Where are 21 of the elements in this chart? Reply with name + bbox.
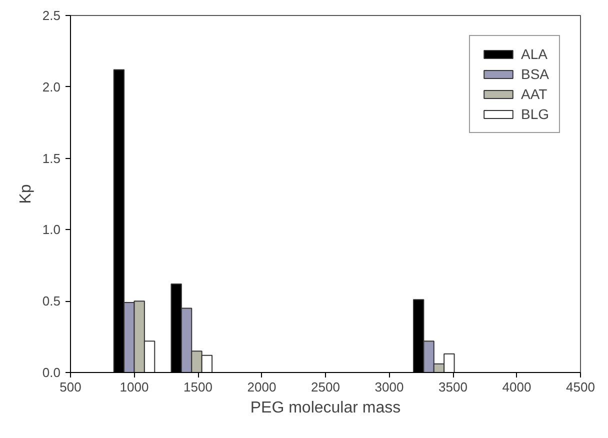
legend-label: AAT	[520, 86, 548, 102]
y-axis-title: Kp	[17, 184, 34, 204]
y-tick-label: 2.5	[42, 8, 61, 23]
x-tick-label: 1500	[184, 380, 212, 394]
y-tick-label: 0.0	[42, 365, 61, 380]
legend-label: BSA	[520, 66, 549, 82]
y-tick-label: 0.5	[42, 294, 61, 309]
x-tick-label: 4500	[566, 380, 595, 394]
legend-label: BLG	[520, 106, 549, 122]
y-tick-label: 1.5	[42, 150, 61, 166]
x-axis-title: PEG molecular mass	[250, 400, 401, 416]
legend-label: ALA	[520, 46, 548, 62]
x-tick-label: 1000	[120, 380, 149, 394]
y-tick-label: 1.0	[42, 222, 61, 238]
x-tick-label: 3000	[374, 380, 404, 394]
x-tick-label: 4000	[502, 380, 532, 394]
x-tick-label: 500	[60, 380, 82, 394]
x-tick-label: 2000	[247, 380, 276, 394]
x-tick-label: 3500	[438, 380, 468, 394]
y-tick-label: 2.0	[42, 79, 61, 94]
x-tick-label: 2500	[311, 380, 340, 394]
